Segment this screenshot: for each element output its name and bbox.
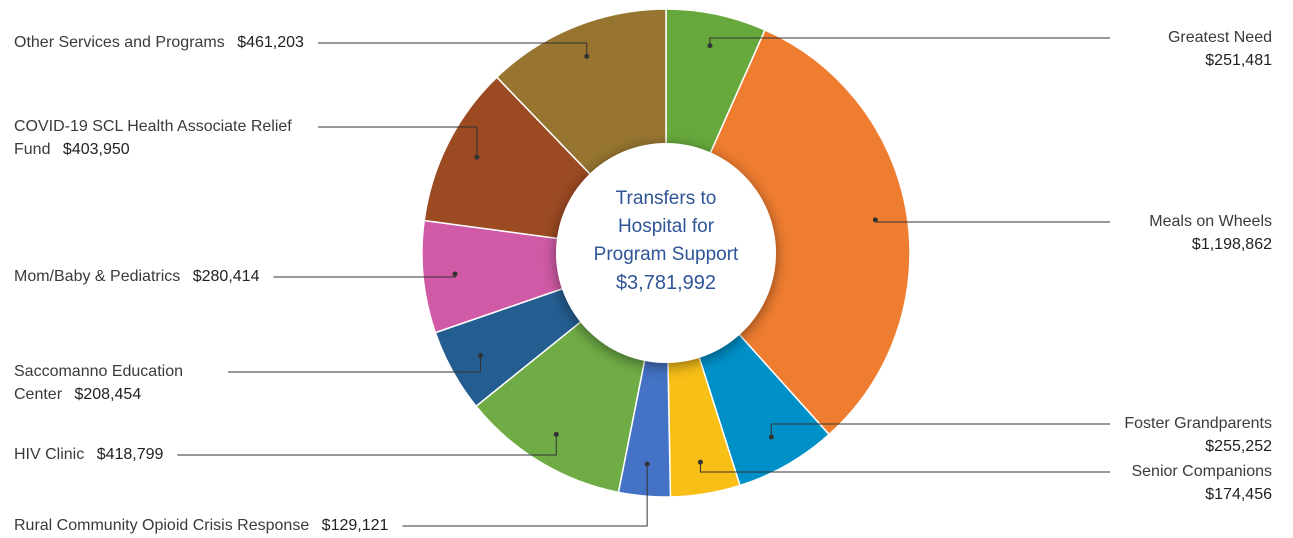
value-label: $461,203 (237, 34, 304, 51)
center-label: Transfers to Hospital for Program Suppor… (566, 185, 766, 297)
center-total: $3,781,992 (615, 272, 717, 294)
slice-label: HIV Clinic $418,799 (14, 443, 163, 466)
slice-label: Meals on Wheels $1,198,862 (1122, 210, 1272, 256)
leader-line (318, 126, 478, 158)
category-name: Other Services and Programs (14, 34, 225, 51)
leader-dot (474, 154, 480, 160)
slice-label: Saccomanno Education Center $208,454 (14, 360, 214, 406)
value-label: $403,950 (62, 141, 130, 158)
slice-label: Other Services and Programs $461,203 (14, 31, 304, 54)
category-name: Mom/Baby & Pediatrics (14, 268, 181, 285)
leader-line (177, 434, 557, 456)
slice-label: Rural Community Opioid Crisis Response $… (14, 514, 388, 537)
leader-dot (707, 43, 713, 49)
leader-line (874, 219, 1110, 223)
leader-dot (768, 434, 774, 440)
leader-dot (697, 459, 703, 465)
slice-label: Foster Grandparents $255,252 (1122, 412, 1272, 458)
leader-dot (644, 461, 650, 467)
category-name: HIV Clinic (14, 446, 85, 463)
category-name: COVID-19 SCL Health Associate Relief Fun… (14, 118, 292, 158)
leader-dot (872, 217, 878, 223)
value-label: $251,481 (1205, 52, 1272, 69)
slice-label: COVID-19 SCL Health Associate Relief Fun… (14, 115, 304, 161)
leader-dot (584, 53, 590, 59)
value-label: $129,121 (321, 517, 389, 534)
category-name: Meals on Wheels (1149, 213, 1272, 230)
leader-line (770, 423, 1110, 437)
leader-line (402, 464, 648, 527)
leader-line (228, 355, 482, 373)
value-label: $1,198,862 (1191, 236, 1272, 253)
category-name: Saccomanno Education Center (14, 363, 183, 403)
value-label: $208,454 (74, 386, 142, 403)
slice-label: Senior Companions $174,456 (1122, 460, 1272, 506)
center-title: Transfers to Hospital for Program Suppor… (593, 188, 739, 265)
value-label: $255,252 (1205, 438, 1272, 455)
value-label: $280,414 (192, 268, 260, 285)
leader-line (709, 37, 1110, 46)
slice-label: Greatest Need $251,481 (1122, 26, 1272, 72)
category-name: Rural Community Opioid Crisis Response (14, 517, 310, 534)
value-label: $174,456 (1205, 486, 1272, 503)
donut-hole (556, 143, 776, 363)
leader-dot (452, 271, 458, 277)
leader-line (317, 42, 588, 57)
value-label: $418,799 (96, 446, 164, 463)
slice-label: Mom/Baby & Pediatrics $280,414 (14, 265, 259, 288)
leader-line (699, 462, 1110, 473)
leader-dot (553, 431, 559, 437)
category-name: Senior Companions (1131, 463, 1272, 480)
category-name: Foster Grandparents (1124, 415, 1272, 432)
category-name: Greatest Need (1167, 29, 1272, 46)
leader-dot (478, 353, 484, 359)
